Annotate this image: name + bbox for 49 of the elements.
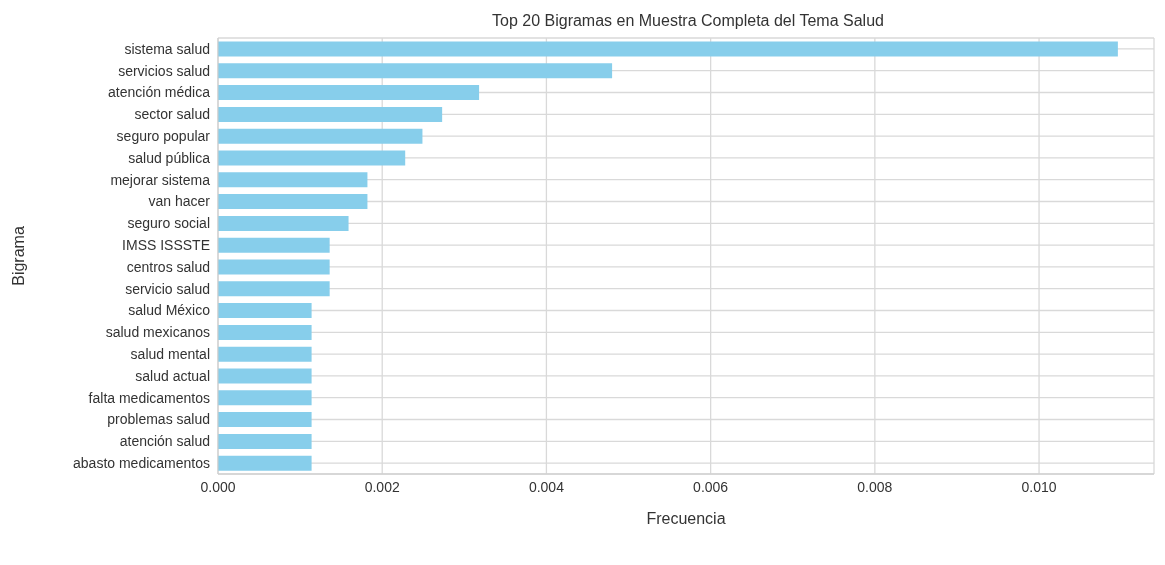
- y-tick-label: salud pública: [128, 149, 211, 166]
- bar: [218, 194, 368, 210]
- y-tick-label: atención médica: [108, 84, 211, 101]
- y-tick-label: mejorar sistema: [110, 171, 211, 188]
- y-tick-label: sistema salud: [124, 40, 210, 57]
- x-axis-title: Frecuencia: [646, 510, 726, 527]
- bar: [218, 368, 312, 384]
- bar: [218, 303, 312, 319]
- y-tick-label: falta medicamentos: [88, 389, 210, 406]
- bar: [218, 237, 330, 253]
- x-tick-label: 0.010: [1021, 478, 1057, 495]
- y-tick-label: seguro popular: [116, 128, 211, 145]
- x-tick-label: 0.002: [364, 478, 400, 495]
- y-tick-label: salud México: [128, 302, 211, 319]
- bar: [218, 259, 330, 275]
- y-tick-label: sector salud: [134, 106, 210, 123]
- y-tick-label: servicio salud: [125, 280, 210, 297]
- y-tick-label: IMSS ISSSTE: [122, 237, 210, 254]
- y-tick-label: salud actual: [135, 367, 210, 384]
- bar: [218, 150, 406, 166]
- bar: [218, 63, 613, 79]
- bar: [218, 172, 368, 188]
- y-axis-title: Bigrama: [9, 226, 27, 286]
- bar: [218, 346, 312, 362]
- y-tick-label: salud mexicanos: [105, 324, 210, 341]
- chart-title: Top 20 Bigramas en Muestra Completa del Tema Salud: [491, 11, 885, 31]
- y-tick-label: problemas salud: [107, 411, 210, 428]
- x-tick-label: 0.000: [200, 478, 236, 495]
- bar: [218, 215, 349, 231]
- bar: [218, 433, 312, 449]
- y-tick-label: salud mental: [130, 346, 210, 363]
- bar: [218, 412, 312, 428]
- bar: [218, 106, 443, 122]
- bar: [218, 324, 312, 340]
- bar: [218, 128, 423, 144]
- y-tick-label: atención salud: [119, 433, 210, 450]
- bar: [218, 41, 1118, 57]
- bar: [218, 85, 480, 101]
- x-tick-label: 0.008: [857, 478, 893, 495]
- x-tick-label: 0.006: [693, 478, 729, 495]
- y-tick-label: centros salud: [126, 258, 210, 275]
- y-tick-label: servicios salud: [118, 62, 210, 79]
- y-tick-label: abasto medicamentos: [73, 455, 210, 472]
- x-tick-label: 0.004: [528, 478, 565, 495]
- bar: [218, 455, 312, 471]
- bar: [218, 390, 312, 406]
- y-tick-label: seguro social: [127, 215, 210, 232]
- bar: [218, 281, 330, 297]
- y-tick-label: van hacer: [148, 193, 211, 210]
